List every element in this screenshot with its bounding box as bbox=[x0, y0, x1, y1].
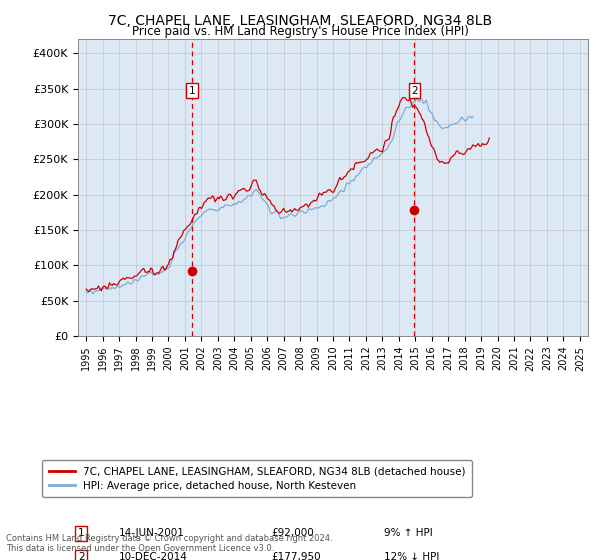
Text: Contains HM Land Registry data © Crown copyright and database right 2024.
This d: Contains HM Land Registry data © Crown c… bbox=[6, 534, 332, 553]
Text: 7C, CHAPEL LANE, LEASINGHAM, SLEAFORD, NG34 8LB: 7C, CHAPEL LANE, LEASINGHAM, SLEAFORD, N… bbox=[108, 14, 492, 28]
Text: Price paid vs. HM Land Registry's House Price Index (HPI): Price paid vs. HM Land Registry's House … bbox=[131, 25, 469, 38]
Text: 2: 2 bbox=[78, 552, 85, 560]
Text: 2: 2 bbox=[411, 86, 418, 96]
Text: £92,000: £92,000 bbox=[272, 529, 314, 538]
Text: £177,950: £177,950 bbox=[272, 552, 322, 560]
Text: 14-JUN-2001: 14-JUN-2001 bbox=[119, 529, 185, 538]
Text: 1: 1 bbox=[189, 86, 196, 96]
Text: 12% ↓ HPI: 12% ↓ HPI bbox=[384, 552, 439, 560]
Text: 9% ↑ HPI: 9% ↑ HPI bbox=[384, 529, 433, 538]
Legend: 7C, CHAPEL LANE, LEASINGHAM, SLEAFORD, NG34 8LB (detached house), HPI: Average p: 7C, CHAPEL LANE, LEASINGHAM, SLEAFORD, N… bbox=[43, 460, 472, 497]
Text: 10-DEC-2014: 10-DEC-2014 bbox=[119, 552, 188, 560]
Text: 1: 1 bbox=[78, 529, 85, 538]
